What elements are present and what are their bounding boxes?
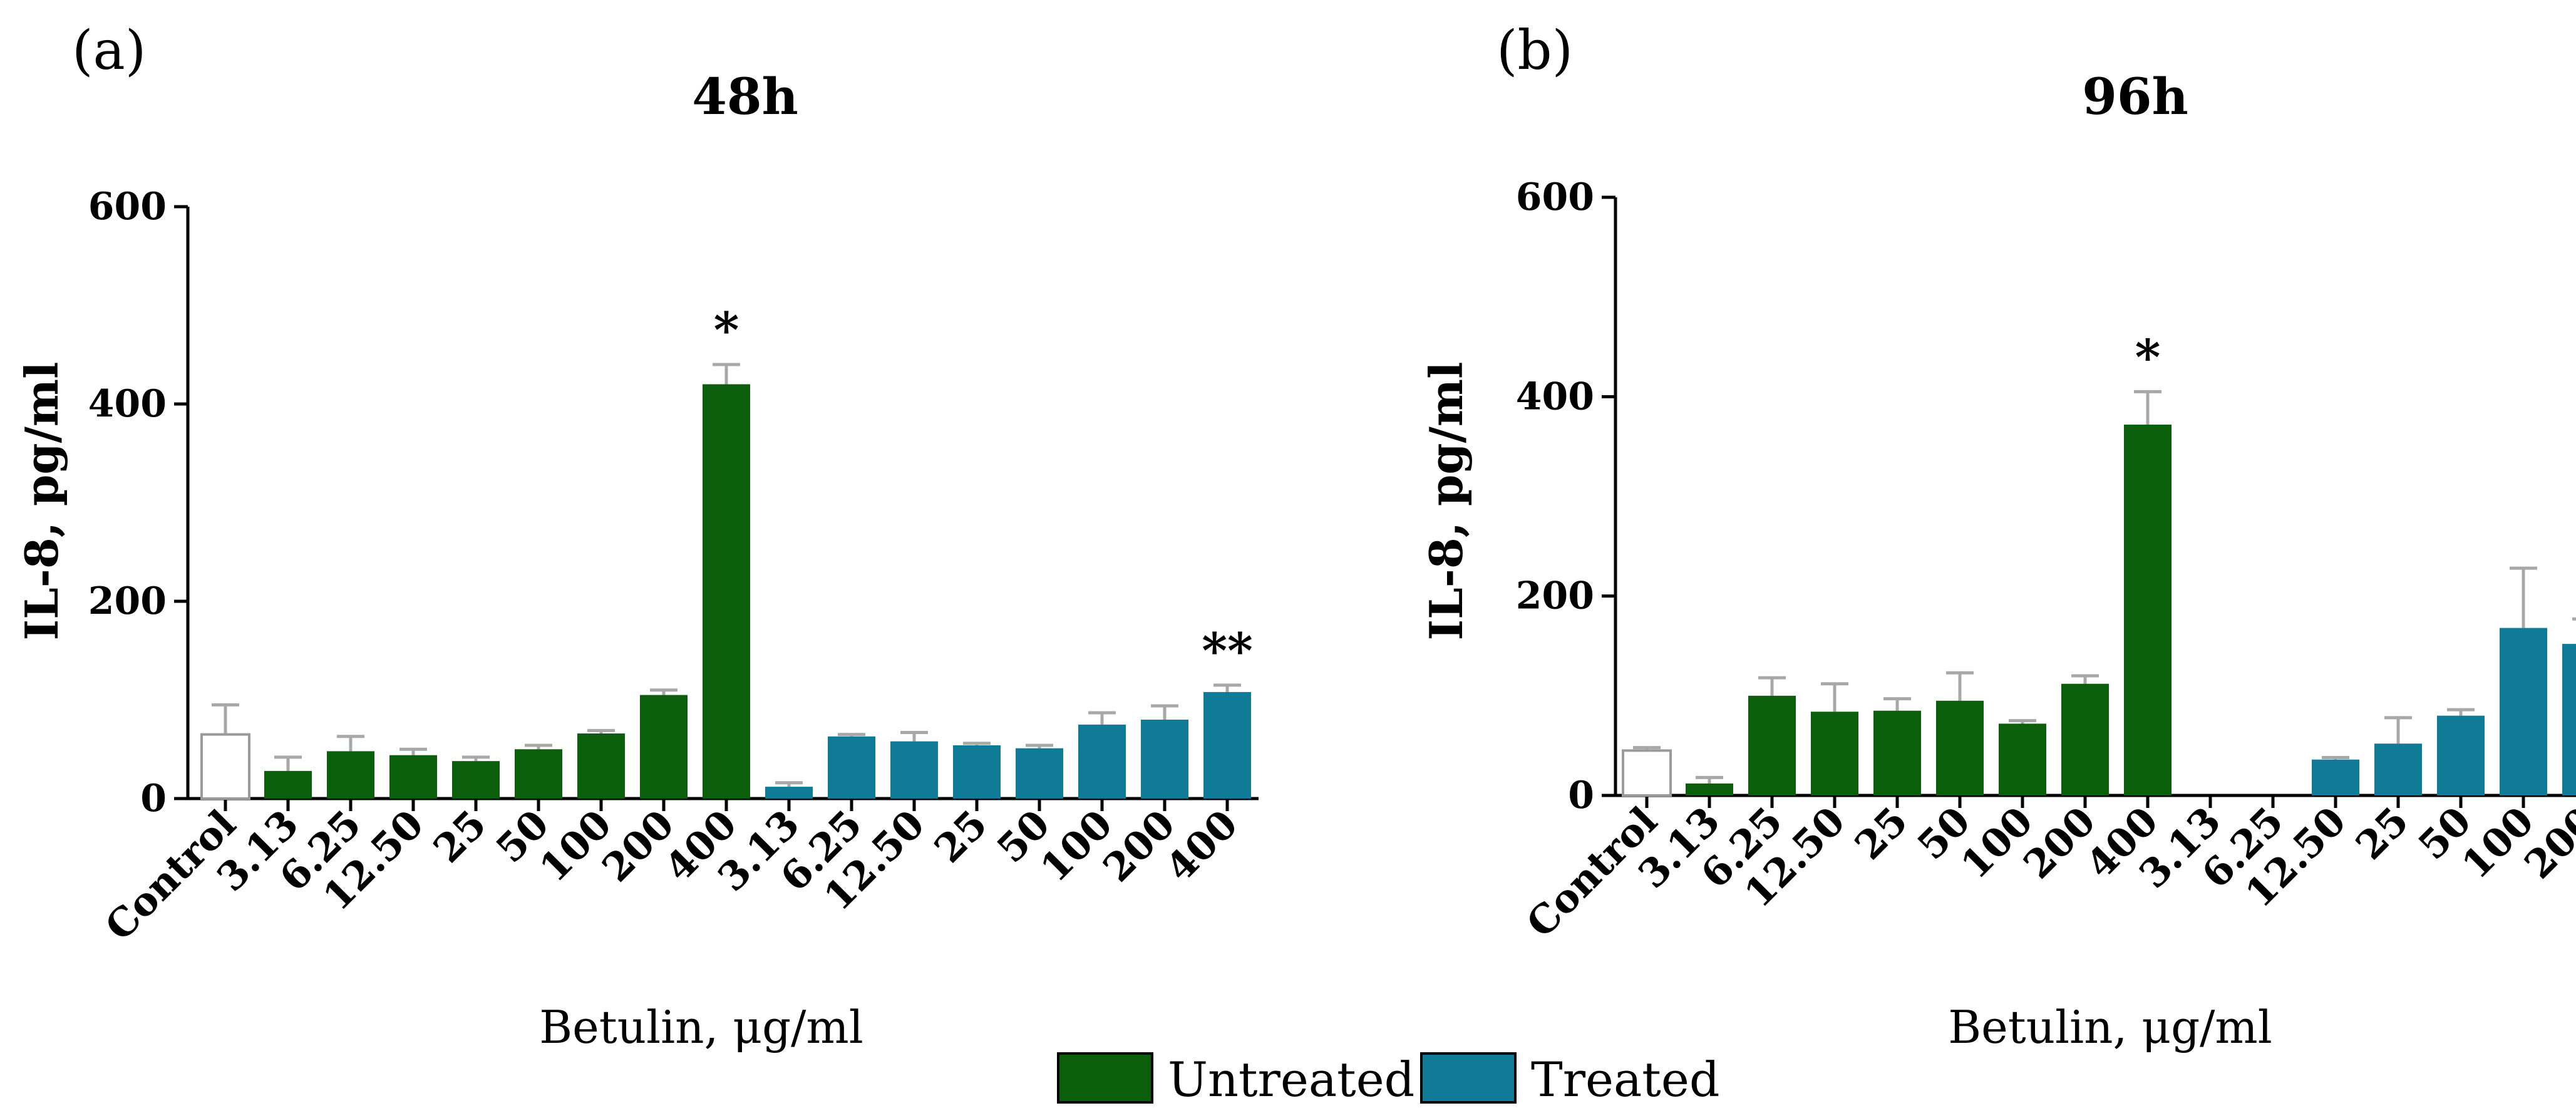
panel-a-ylabel: IL-8, pg/ml	[15, 362, 68, 641]
bar-b-12	[2374, 743, 2422, 795]
bar-b-2	[1748, 695, 1796, 795]
bar-a-13	[1016, 748, 1063, 799]
significance-marker: **	[1202, 623, 1253, 680]
legend-swatch-untreated	[1057, 1052, 1153, 1104]
panel-b-ylabel: IL-8, pg/ml	[1419, 362, 1473, 641]
legend: Untreated Treated	[1057, 1052, 1719, 1107]
y-tick-label: 400	[88, 382, 167, 426]
bar-a-8	[703, 384, 750, 799]
bar-a-5	[515, 749, 562, 799]
bar-a-7	[640, 695, 688, 799]
bar-a-2	[327, 751, 374, 799]
y-tick-label: 600	[88, 185, 167, 229]
panel-b-xlabel: Betulin, μg/ml	[1948, 1001, 2272, 1053]
panel-a-xlabel: Betulin, μg/ml	[539, 1001, 863, 1053]
significance-marker: *	[2135, 329, 2161, 386]
bar-a-12	[953, 745, 1001, 799]
bar-b-0	[1622, 749, 1672, 797]
y-tick-label: 200	[88, 579, 167, 623]
panel-b-title: 96h	[2082, 67, 2188, 126]
x-tick-label: 25	[2347, 798, 2418, 869]
bar-a-6	[577, 733, 625, 799]
y-tick-label: 200	[1516, 574, 1594, 618]
bar-a-1	[264, 770, 312, 799]
legend-swatch-treated	[1420, 1052, 1517, 1104]
bar-b-3	[1811, 712, 1858, 795]
bar-b-7	[2061, 683, 2109, 795]
bar-b-4	[1873, 710, 1921, 795]
y-tick-label: 0	[140, 777, 167, 820]
bar-b-5	[1936, 700, 1984, 795]
bar-a-10	[828, 736, 875, 799]
bar-b-1	[1686, 783, 1733, 795]
bar-a-3	[389, 755, 437, 799]
bar-a-0	[200, 733, 250, 800]
bar-a-4	[452, 761, 500, 799]
x-tick-label: 25	[425, 801, 495, 872]
panel-b-letter: (b)	[1497, 19, 1573, 82]
x-tick-label: 400	[1157, 801, 1246, 891]
bar-a-15	[1141, 720, 1188, 799]
bar-a-14	[1078, 724, 1126, 799]
x-tick-label: 25	[1846, 798, 1917, 869]
panel-b-chart: 0200400600Control3.136.2512.502550100200…	[1516, 175, 2576, 946]
y-tick-label: 600	[1516, 175, 1594, 219]
bar-a-16	[1203, 691, 1251, 799]
bar-b-15	[2562, 644, 2576, 795]
y-tick-label: 0	[1568, 774, 1594, 817]
bar-b-6	[1999, 723, 2046, 795]
bar-b-14	[2500, 628, 2547, 795]
bar-b-13	[2437, 715, 2485, 795]
bar-b-8	[2124, 424, 2172, 795]
legend-label-untreated: Untreated	[1168, 1052, 1414, 1107]
significance-marker: *	[714, 302, 739, 359]
bar-a-11	[890, 741, 938, 799]
legend-label-treated: Treated	[1531, 1052, 1719, 1107]
bar-b-11	[2312, 759, 2359, 795]
panel-a-title: 48h	[692, 67, 798, 126]
bar-a-9	[765, 787, 813, 799]
panel-a-letter: (a)	[72, 19, 146, 82]
y-tick-label: 400	[1516, 375, 1594, 418]
panel-a-chart: 0200400600Control3.136.2512.502550100200…	[88, 185, 1259, 950]
x-tick-label: 25	[925, 801, 996, 872]
